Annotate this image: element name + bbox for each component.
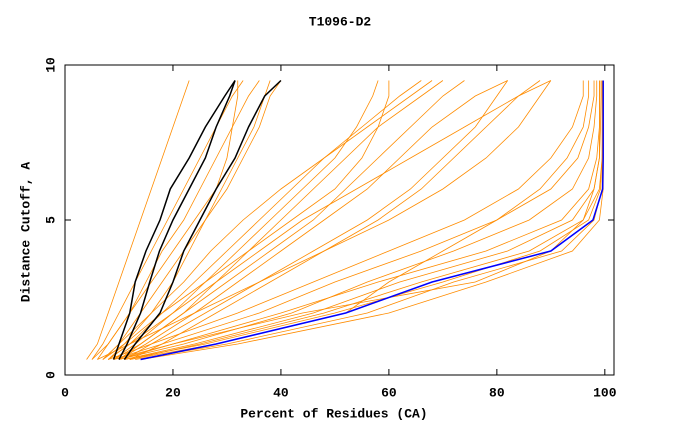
x-tick-label: 20 <box>165 385 181 400</box>
series-line <box>86 80 190 360</box>
series-line <box>118 80 508 360</box>
chart-title: T1096-D2 <box>309 14 372 29</box>
y-tick-label: 5 <box>43 216 58 224</box>
x-tick-label: 40 <box>273 385 289 400</box>
series-line <box>123 79 282 360</box>
x-tick-label: 0 <box>61 385 69 400</box>
series-line <box>91 80 244 360</box>
y-tick-label: 10 <box>43 57 58 73</box>
x-tick-label: 100 <box>593 385 617 400</box>
y-tick-label: 0 <box>43 371 58 379</box>
series-line <box>113 80 600 360</box>
series-line <box>124 80 508 360</box>
series-line <box>107 80 282 360</box>
x-axis-label: Percent of Residues (CA) <box>240 406 427 421</box>
series-line <box>118 80 598 360</box>
series-line <box>112 80 236 360</box>
series-line <box>91 80 239 360</box>
series-line <box>118 80 444 360</box>
x-tick-label: 60 <box>381 385 397 400</box>
y-axis-label: Distance Cutoff, A <box>18 162 33 303</box>
series-line <box>129 80 541 360</box>
series-line <box>140 80 604 361</box>
series-line <box>102 80 433 360</box>
series-line <box>107 80 379 360</box>
series-line <box>118 80 236 360</box>
series-line <box>108 80 584 360</box>
series-line <box>124 80 602 360</box>
x-tick-label: 80 <box>489 385 505 400</box>
series-line <box>97 80 552 360</box>
